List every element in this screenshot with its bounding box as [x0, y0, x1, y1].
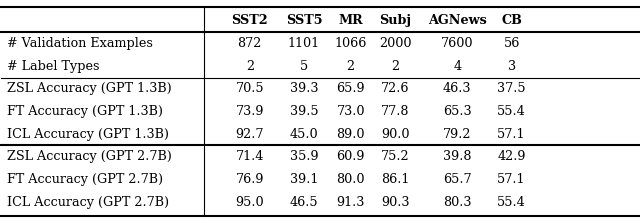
Text: 45.0: 45.0	[290, 128, 318, 141]
Text: 1101: 1101	[288, 37, 320, 50]
Text: 80.0: 80.0	[337, 173, 365, 186]
Text: 57.1: 57.1	[497, 173, 526, 186]
Text: 46.5: 46.5	[290, 196, 318, 209]
Text: 55.4: 55.4	[497, 196, 526, 209]
Text: 42.9: 42.9	[497, 150, 526, 163]
Text: ICL Accuracy (GPT 1.3B): ICL Accuracy (GPT 1.3B)	[7, 128, 169, 141]
Text: ZSL Accuracy (GPT 2.7B): ZSL Accuracy (GPT 2.7B)	[7, 150, 172, 163]
Text: 39.5: 39.5	[290, 105, 318, 118]
Text: MR: MR	[339, 14, 363, 27]
Text: 55.4: 55.4	[497, 105, 526, 118]
Text: 92.7: 92.7	[236, 128, 264, 141]
Text: 60.9: 60.9	[337, 150, 365, 163]
Text: 5: 5	[300, 60, 308, 73]
Text: 46.3: 46.3	[443, 82, 472, 95]
Text: 3: 3	[508, 60, 516, 73]
Text: 2: 2	[347, 60, 355, 73]
Text: SST5: SST5	[286, 14, 323, 27]
Text: 90.3: 90.3	[381, 196, 410, 209]
Text: # Validation Examples: # Validation Examples	[7, 37, 153, 50]
Text: 73.0: 73.0	[337, 105, 365, 118]
Text: 77.8: 77.8	[381, 105, 410, 118]
Text: 89.0: 89.0	[337, 128, 365, 141]
Text: 65.9: 65.9	[337, 82, 365, 95]
Text: 37.5: 37.5	[497, 82, 526, 95]
Text: CB: CB	[501, 14, 522, 27]
Text: 2000: 2000	[379, 37, 412, 50]
Text: 86.1: 86.1	[381, 173, 410, 186]
Text: ICL Accuracy (GPT 2.7B): ICL Accuracy (GPT 2.7B)	[7, 196, 169, 209]
Text: FT Accuracy (GPT 1.3B): FT Accuracy (GPT 1.3B)	[7, 105, 163, 118]
Text: 4: 4	[453, 60, 461, 73]
Text: 7600: 7600	[441, 37, 474, 50]
Text: 2: 2	[391, 60, 399, 73]
Text: Subj: Subj	[380, 14, 412, 27]
Text: SST2: SST2	[232, 14, 268, 27]
Text: 95.0: 95.0	[236, 196, 264, 209]
Text: 73.9: 73.9	[236, 105, 264, 118]
Text: # Label Types: # Label Types	[7, 60, 100, 73]
Text: 71.4: 71.4	[236, 150, 264, 163]
Text: 39.1: 39.1	[290, 173, 318, 186]
Text: 76.9: 76.9	[236, 173, 264, 186]
Text: 65.7: 65.7	[443, 173, 472, 186]
Text: 35.9: 35.9	[290, 150, 318, 163]
Text: 39.8: 39.8	[443, 150, 472, 163]
Text: 70.5: 70.5	[236, 82, 264, 95]
Text: AGNews: AGNews	[428, 14, 486, 27]
Text: 56: 56	[504, 37, 520, 50]
Text: 872: 872	[237, 37, 262, 50]
Text: 90.0: 90.0	[381, 128, 410, 141]
Text: 91.3: 91.3	[337, 196, 365, 209]
Text: 79.2: 79.2	[443, 128, 472, 141]
Text: 1066: 1066	[335, 37, 367, 50]
Text: 57.1: 57.1	[497, 128, 526, 141]
Text: ZSL Accuracy (GPT 1.3B): ZSL Accuracy (GPT 1.3B)	[7, 82, 172, 95]
Text: 72.6: 72.6	[381, 82, 410, 95]
Text: 2: 2	[246, 60, 254, 73]
Text: 65.3: 65.3	[443, 105, 472, 118]
Text: 75.2: 75.2	[381, 150, 410, 163]
Text: 39.3: 39.3	[290, 82, 318, 95]
Text: FT Accuracy (GPT 2.7B): FT Accuracy (GPT 2.7B)	[7, 173, 163, 186]
Text: 80.3: 80.3	[443, 196, 472, 209]
